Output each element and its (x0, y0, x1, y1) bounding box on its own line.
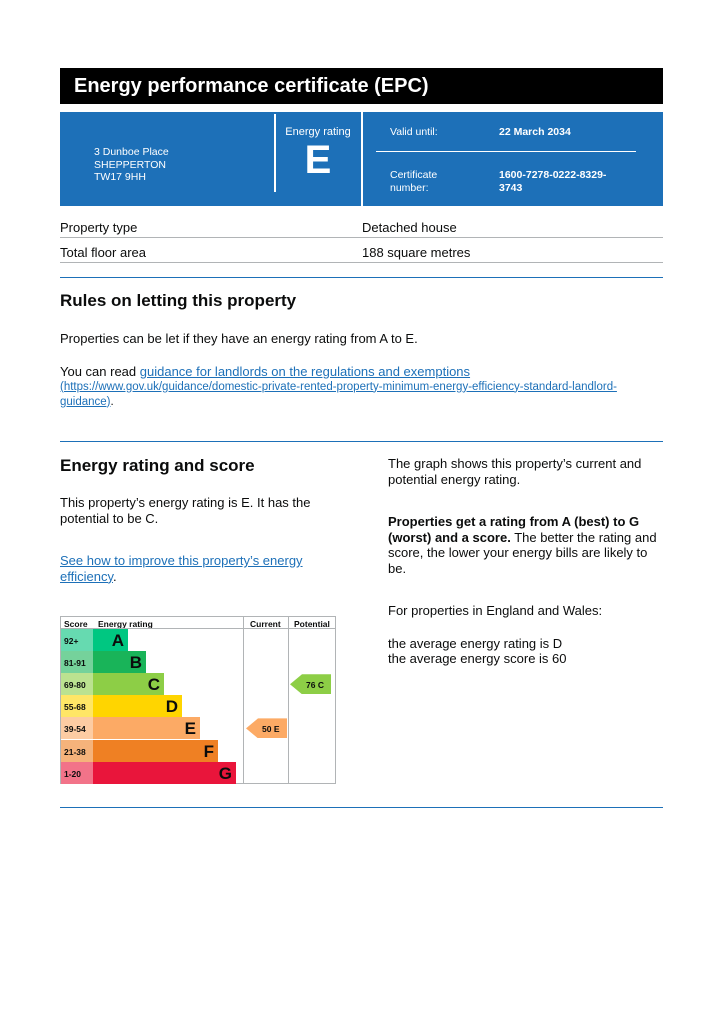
rating-bar-b: B (93, 651, 146, 674)
current-header: Current (250, 619, 281, 629)
property-type-row: Property type Detached house (60, 214, 663, 238)
score-range-a: 92+ (61, 629, 93, 651)
divider (361, 112, 363, 206)
letting-heading: Rules on letting this property (60, 291, 297, 310)
improve-link[interactable]: See how to improve this property’s energ… (60, 553, 303, 584)
score-text: This property’s energy rating is E. It h… (60, 495, 311, 526)
rating-explanation: Properties get a rating from A (best) to… (388, 514, 657, 576)
divider (274, 114, 276, 192)
rating-bar-g: G (93, 761, 236, 784)
address: 3 Dunboe Place SHEPPERTON TW17 9HH (94, 146, 169, 184)
score-header: Score (64, 619, 88, 629)
score-range-e: 39-54 (61, 717, 93, 740)
letting-text: Properties can be let if they have an en… (60, 331, 418, 346)
score-range-f: 21-38 (61, 739, 93, 762)
potential-rating-arrow: 76 C (290, 674, 331, 695)
address-line: 3 Dunboe Place (94, 146, 169, 158)
divider (60, 277, 663, 278)
score-range-c: 69-80 (61, 673, 93, 696)
average-score: the average energy score is 60 (388, 651, 567, 666)
graph-description: The graph shows this property’s current … (388, 456, 642, 487)
guidance-url-link[interactable]: (https://www.gov.uk/guidance/domestic-pr… (60, 380, 617, 408)
divider (60, 807, 663, 808)
energy-rating-value: E (304, 138, 332, 182)
rating-bar-e: E (93, 717, 200, 740)
divider (243, 617, 244, 783)
guidance-link[interactable]: guidance for landlords on the regulation… (139, 364, 471, 379)
energy-rating-label: Energy rating (285, 126, 351, 138)
rating-bar-d: D (93, 695, 182, 718)
letting-guidance: You can read guidance for landlords on t… (60, 364, 617, 408)
potential-header: Potential (294, 619, 330, 629)
score-range-b: 81-91 (61, 651, 93, 674)
divider (61, 628, 335, 629)
page-title: Energy performance certificate (EPC) (60, 68, 663, 104)
certificate-label: Certificate number: (390, 169, 438, 194)
address-line: SHEPPERTON (94, 158, 166, 171)
rating-bar-c: C (93, 673, 164, 696)
score-heading: Energy rating and score (60, 456, 255, 475)
improve-text: See how to improve this property’s energ… (60, 553, 303, 584)
england-wales-text: For properties in England and Wales: (388, 603, 603, 618)
current-rating-arrow: 50 E (246, 718, 287, 739)
valid-until-value: 22 March 2034 (499, 126, 571, 138)
divider (60, 441, 663, 442)
energy-rating-chart: Score Energy rating Current Potential 92… (60, 616, 336, 784)
address-line: TW17 9HH (94, 171, 146, 183)
average-rating: the average energy rating is D (388, 636, 563, 651)
score-range-g: 1-20 (61, 761, 93, 784)
rating-bar-f: F (93, 739, 218, 762)
epc-summary-panel: 3 Dunboe Place SHEPPERTON TW17 9HH Energ… (60, 112, 663, 206)
divider (288, 617, 289, 783)
score-range-d: 55-68 (61, 695, 93, 718)
certificate-number: 1600-7278-0222-8329- 3743 (499, 169, 607, 194)
rating-bar-a: A (93, 629, 128, 651)
valid-until-label: Valid until: (390, 126, 438, 138)
rating-header: Energy rating (98, 619, 153, 629)
divider (376, 151, 636, 152)
floor-area-row: Total floor area 188 square metres (60, 239, 663, 263)
